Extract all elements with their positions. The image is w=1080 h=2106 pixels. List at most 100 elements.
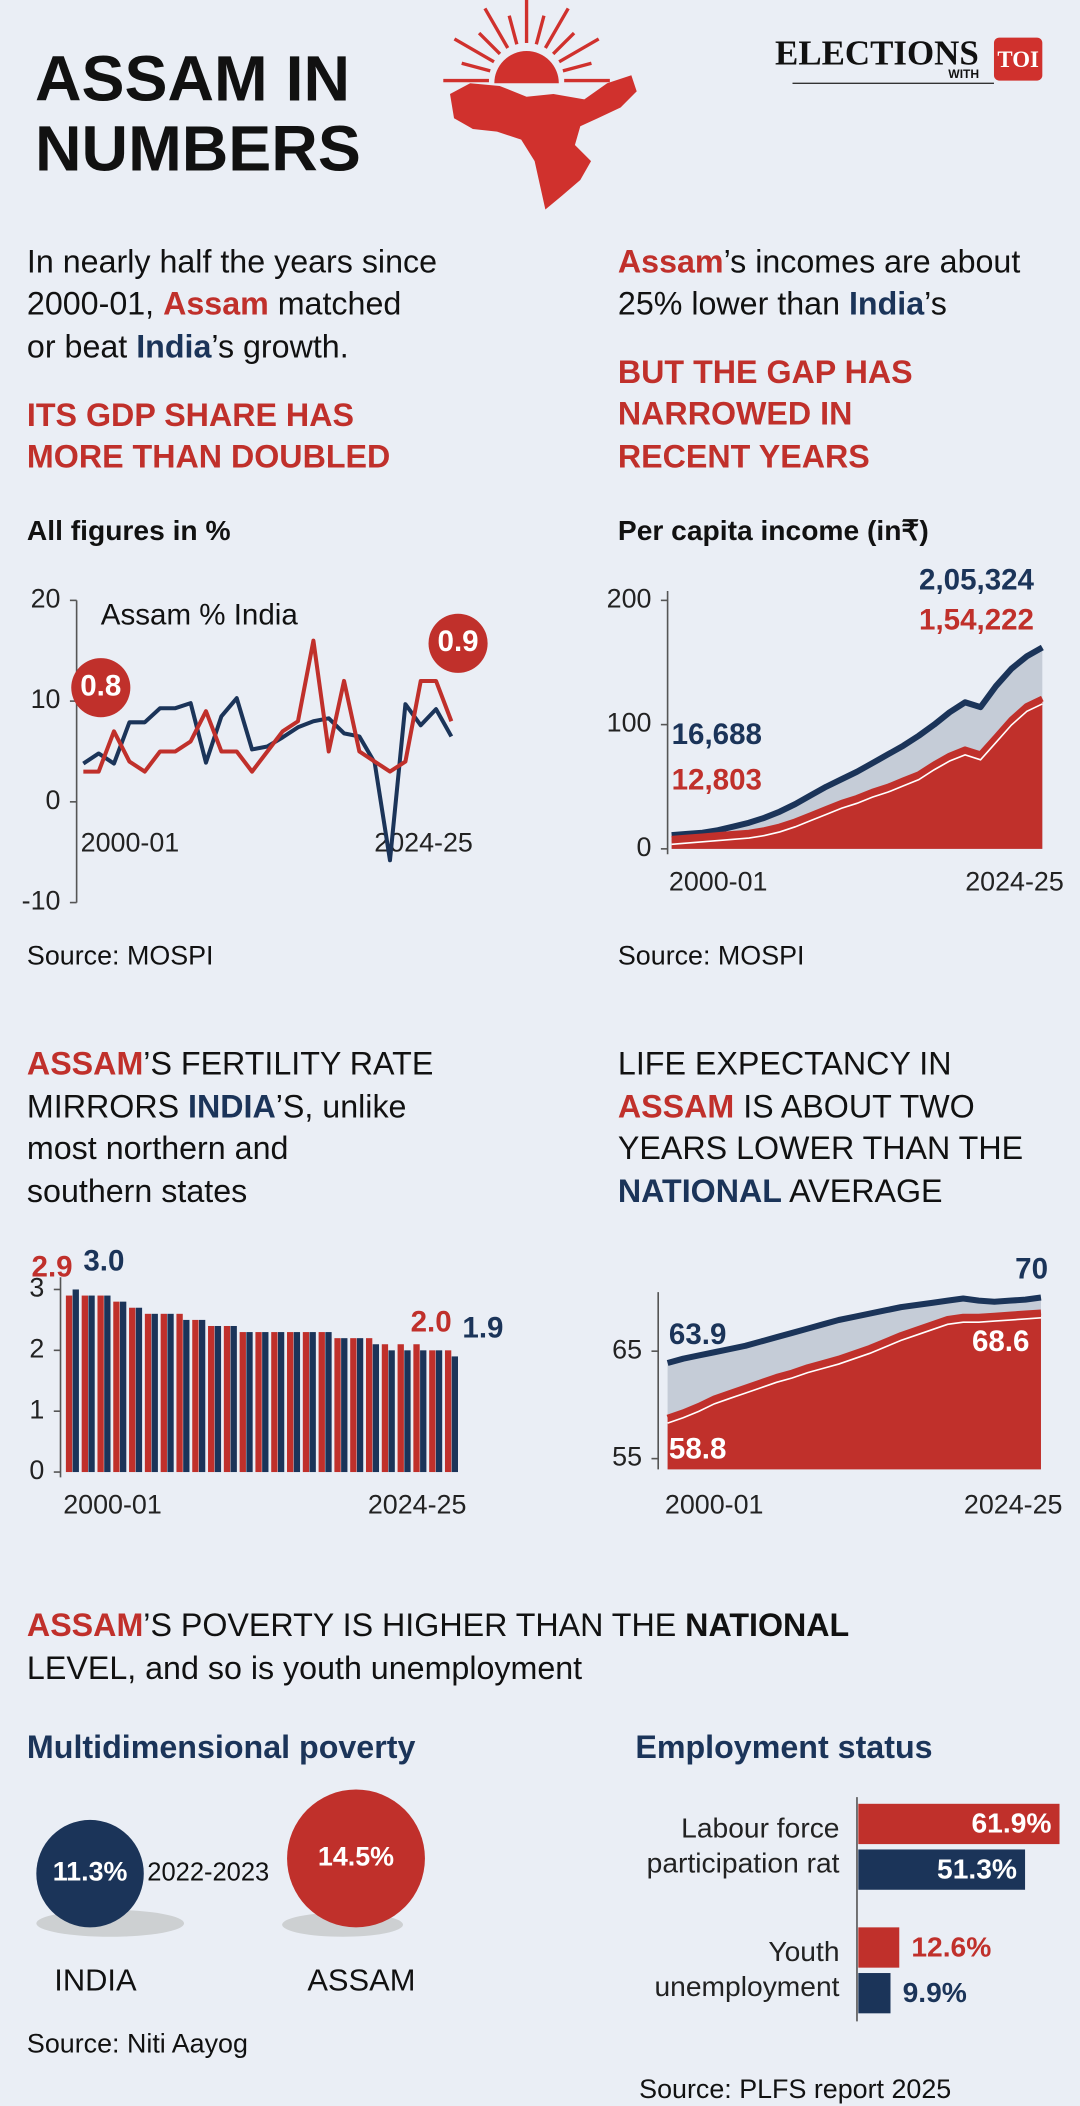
- sun-ray: [551, 31, 576, 56]
- heading-emphasis: NATIONAL: [618, 1173, 782, 1209]
- y-tick-label: 100: [607, 708, 652, 738]
- headline: NARROWED IN: [618, 395, 852, 431]
- data-label: 63.9: [669, 1318, 726, 1351]
- bar: [246, 1332, 253, 1473]
- heading-text: ’S FERTILITY RATE: [143, 1045, 433, 1081]
- bar: [81, 1295, 88, 1473]
- series-highlight: [671, 703, 1043, 846]
- heading-emphasis: ASSAM: [618, 1088, 734, 1124]
- bar: [97, 1295, 104, 1473]
- y-tick-label: 1: [29, 1394, 44, 1424]
- x-tick-label: 2024-25: [368, 1490, 467, 1520]
- category-label-box: Youth unemployment: [655, 1937, 840, 2003]
- x-tick-label: 2000-01: [81, 828, 180, 858]
- bar: [239, 1332, 246, 1473]
- bar: [365, 1338, 373, 1473]
- intro-text: In nearly half the years since: [27, 244, 437, 280]
- heading-text: ’S, unlike: [276, 1088, 407, 1124]
- bar: [65, 1295, 73, 1473]
- bar: [129, 1307, 136, 1473]
- annotation-badge: [71, 658, 131, 718]
- y-tick-label: -10: [22, 886, 61, 916]
- heading: ASSAM’S FERTILITY RATE: [27, 1045, 433, 1081]
- annotation: 12,803: [672, 763, 762, 796]
- bar: [858, 1973, 891, 2014]
- series-line: [82, 696, 454, 863]
- heading: ASSAM’S POVERTY IS HIGHER THAN THE NATIO…: [27, 1607, 849, 1643]
- annotation: 0.9: [438, 625, 479, 658]
- data-label: 12.6%: [911, 1930, 991, 1962]
- bar: [113, 1301, 120, 1473]
- legend-label: Assam % India: [101, 599, 299, 632]
- bar: [388, 1350, 395, 1473]
- heading-emphasis: ASSAM: [27, 1607, 143, 1643]
- y-tick-label: 2: [29, 1333, 44, 1363]
- bar: [858, 1803, 1060, 1845]
- heading-text: AVERAGE: [782, 1173, 943, 1209]
- bar: [192, 1319, 199, 1473]
- bar: [858, 1927, 900, 1968]
- heading-text: MIRRORS: [27, 1088, 188, 1124]
- annotation: 2,05,324: [919, 563, 1035, 596]
- source: Source: PLFS report 2025: [639, 2074, 951, 2104]
- bar: [350, 1338, 357, 1473]
- intro-text: ’s incomes are about: [724, 244, 1021, 280]
- y-tick-label: 3: [29, 1273, 44, 1303]
- sun-ray: [477, 31, 502, 56]
- sun-ray: [507, 15, 519, 45]
- heading-text: ’S POVERTY IS HIGHER THAN THE: [143, 1607, 685, 1643]
- sun-ray: [534, 15, 546, 45]
- x-tick-label: 2024-25: [964, 1490, 1063, 1520]
- assam-map: [450, 75, 637, 210]
- data-label: 2.0: [411, 1305, 452, 1338]
- data-label: 61.9%: [972, 1807, 1052, 1839]
- bar: [444, 1350, 452, 1473]
- intro: In nearly half the years since: [27, 244, 437, 280]
- heading: southern states: [27, 1173, 247, 1209]
- x-tick-label: 2024-25: [965, 866, 1064, 896]
- bar: [144, 1313, 152, 1473]
- bar: [72, 1289, 79, 1473]
- title: NUMBERS: [35, 113, 361, 185]
- bar: [277, 1332, 285, 1473]
- x-tick-label: 2000-01: [669, 866, 768, 896]
- heading: most northern and: [27, 1130, 288, 1166]
- data-label: 3.0: [83, 1244, 124, 1277]
- x-tick-label: 2000-01: [665, 1490, 764, 1520]
- y-tick-label: 65: [612, 1334, 642, 1364]
- sun-ray: [543, 7, 570, 49]
- bar: [429, 1350, 436, 1473]
- bar: [198, 1319, 206, 1473]
- heading-text: southern states: [27, 1173, 247, 1209]
- intro-text: matched: [269, 285, 402, 321]
- y-tick-label: 55: [612, 1442, 642, 1472]
- heading-text: LIFE EXPECTANCY IN: [618, 1045, 952, 1081]
- data-label: 68.6: [972, 1325, 1029, 1358]
- intro: 25% lower than India’s: [618, 285, 947, 321]
- category-label: ASSAM: [307, 1962, 415, 1997]
- bar: [255, 1332, 262, 1473]
- bar: [381, 1344, 389, 1473]
- heading: LEVEL, and so is youth unemployment: [27, 1650, 582, 1686]
- data-label: 70: [1015, 1252, 1048, 1285]
- y-tick-label: 0: [637, 832, 652, 862]
- bar: [356, 1338, 364, 1473]
- sun: [494, 51, 559, 84]
- bar: [271, 1332, 278, 1473]
- sun-ray: [453, 37, 495, 64]
- intro-text: ’s growth.: [211, 328, 348, 364]
- brand-logo-box: [993, 37, 1043, 81]
- y-tick-label: 200: [607, 583, 652, 613]
- y-tick-label: 10: [31, 684, 61, 714]
- bar: [214, 1325, 222, 1473]
- series-line: [666, 1309, 1042, 1421]
- period-label: 2022-2023: [147, 1858, 269, 1886]
- bar: [397, 1344, 404, 1473]
- series-highlight: [667, 1317, 1042, 1424]
- series-line: [671, 644, 1044, 839]
- bar: [451, 1356, 459, 1473]
- intro-text: or beat: [27, 328, 136, 364]
- annotation-badge: [428, 613, 488, 673]
- data-label: 2.9: [32, 1250, 73, 1283]
- bar: [334, 1338, 341, 1473]
